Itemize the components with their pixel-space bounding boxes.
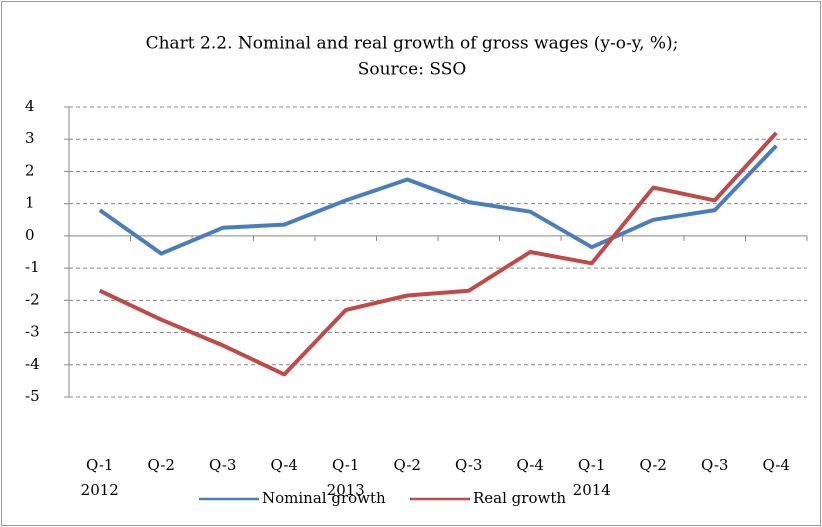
x-tick-label: Q-1: [578, 456, 605, 474]
y-tick-label: -3: [25, 323, 40, 341]
y-tick-label: 0: [25, 226, 35, 244]
y-tick-label: 2: [25, 161, 35, 179]
series-line: [98, 144, 778, 256]
y-tick-label: 3: [25, 129, 35, 147]
year-label: 2014: [573, 481, 611, 499]
series-line: [98, 131, 778, 377]
x-tick-label: Q-2: [148, 456, 175, 474]
y-tick-label: 4: [25, 97, 35, 115]
x-tick-label: Q-4: [271, 456, 298, 474]
y-tick-label: 1: [25, 194, 35, 212]
x-tick-label: Q-1: [86, 456, 113, 474]
x-tick-label: Q-3: [209, 456, 236, 474]
legend-label: Real growth: [473, 489, 566, 507]
x-tick-label: Q-4: [763, 456, 790, 474]
y-tick-label: -2: [25, 290, 40, 308]
y-tick-label: -4: [25, 355, 40, 373]
year-label: 2013: [327, 481, 365, 499]
x-tick-label: Q-3: [701, 456, 728, 474]
x-tick-label: Q-1: [332, 456, 359, 474]
x-tick-label: Q-2: [640, 456, 667, 474]
x-tick-label: Q-4: [517, 456, 544, 474]
legend-label: Nominal growth: [262, 489, 386, 507]
y-tick-label: -1: [25, 258, 40, 276]
y-tick-label: -5: [25, 387, 40, 405]
chart-title: Chart 2.2. Nominal and real growth of gr…: [146, 34, 679, 54]
x-tick-label: Q-3: [455, 456, 482, 474]
chart-subtitle: Source: SSO: [358, 60, 467, 80]
x-tick-label: Q-2: [394, 456, 421, 474]
year-label: 2012: [81, 481, 119, 499]
